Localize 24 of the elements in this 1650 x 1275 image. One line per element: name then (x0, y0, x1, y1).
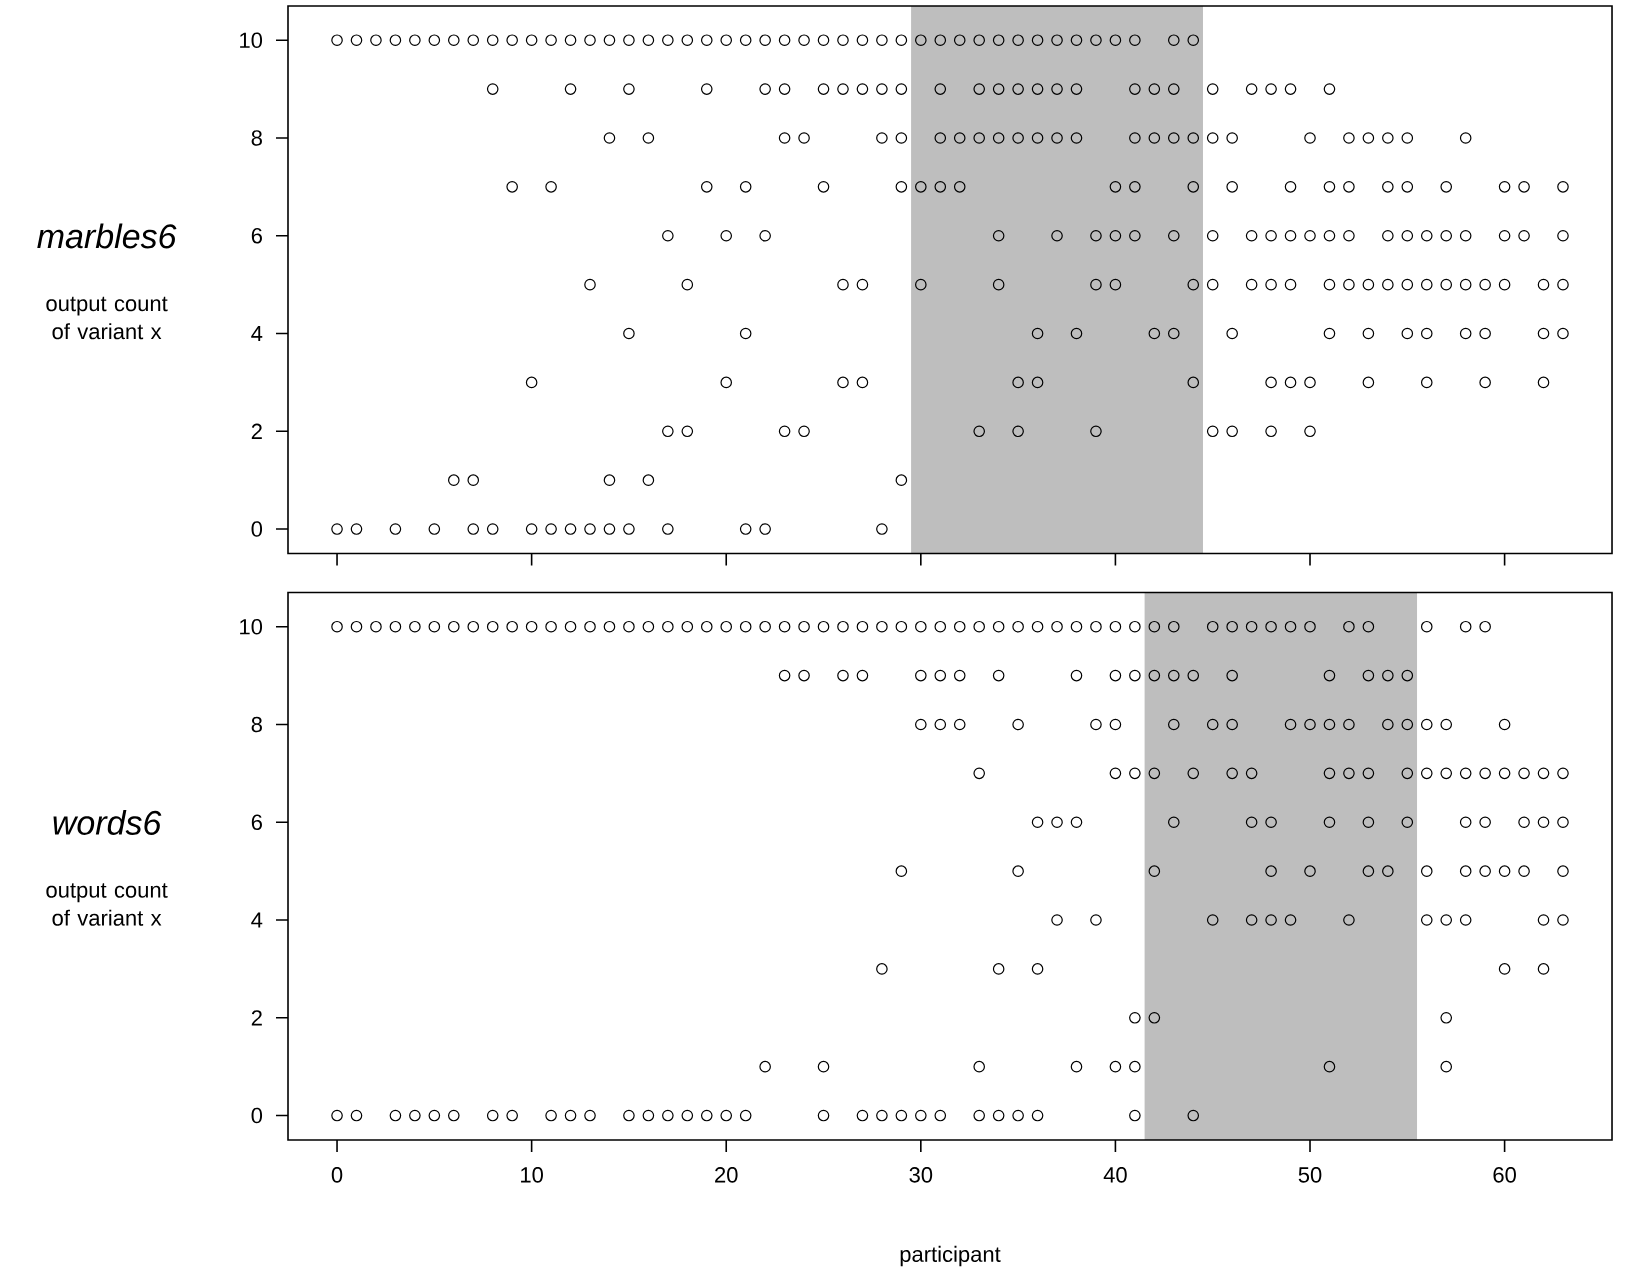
x-tick-label: 60 (1493, 1167, 1516, 1183)
y-tick-label: 4 (251, 912, 263, 928)
x-tick-label: 50 (1298, 1167, 1322, 1183)
y-tick-label: 10 (240, 32, 263, 48)
text: words6 (53, 809, 162, 835)
y-tick-label: 6 (251, 814, 262, 831)
x-tick-label: 20 (715, 1167, 738, 1183)
x-tick-label: 0 (331, 1167, 343, 1183)
y-axis-title: output count of variant x (46, 296, 168, 340)
x-tick-label: 40 (1103, 1167, 1127, 1183)
y-tick-label: 8 (251, 130, 262, 146)
x-tick-label: 10 (521, 1167, 543, 1183)
y-tick-label: 0 (251, 1107, 263, 1124)
y-tick-label: 4 (251, 325, 263, 342)
y-tick-label: 2 (251, 423, 262, 439)
y-tick-label: 8 (251, 716, 262, 733)
y-axis-title: output count of variant x (46, 883, 168, 926)
y-tick-label: 10 (240, 618, 263, 635)
y-tick-label: 2 (251, 1010, 262, 1026)
x-tick-label: 30 (909, 1167, 933, 1183)
y-tick-label: 0 (251, 521, 263, 537)
text: marbles6 (37, 223, 177, 249)
y-tick-label: 6 (251, 227, 262, 244)
x-axis-title: participant (900, 1245, 1001, 1267)
